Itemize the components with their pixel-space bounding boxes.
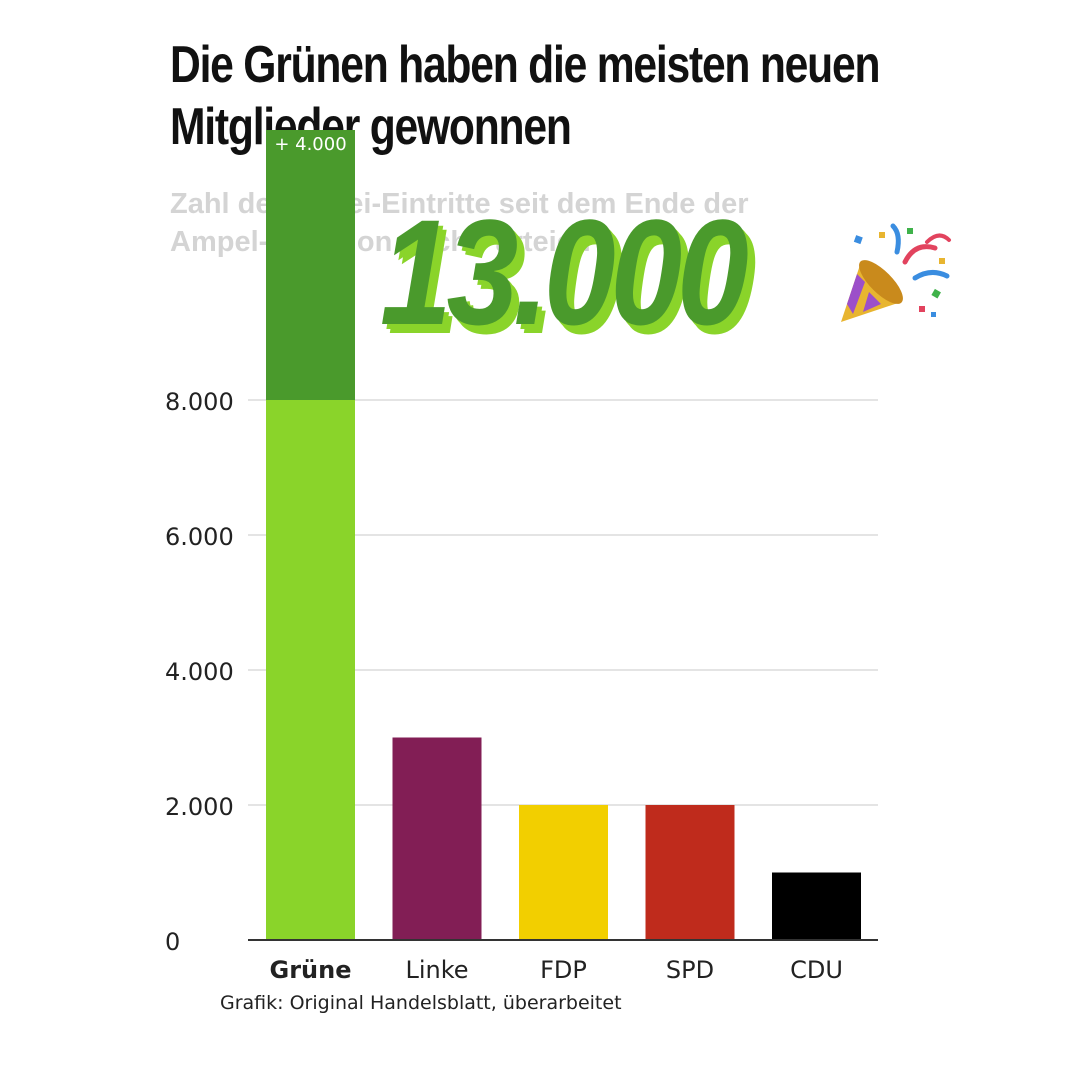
x-tick-label: FDP (540, 956, 587, 984)
chart-title-line: Die Grünen haben die meisten neuen (170, 36, 881, 94)
bar (772, 872, 861, 940)
y-tick-label: 6.000 (165, 523, 234, 551)
highlight-number: 13.000 (380, 188, 749, 356)
bar (645, 805, 735, 940)
source-note: Grafik: Original Handelsblatt, überarbei… (220, 992, 622, 1014)
chart-title: Die Grünen haben die meisten neuen Mitgl… (170, 34, 881, 158)
y-tick-label: 0 (165, 928, 180, 956)
bar (392, 737, 482, 940)
x-tick-label: CDU (790, 956, 843, 984)
chart-title-line: Mitglieder gewonnen (170, 98, 572, 156)
party-popper-icon (841, 223, 951, 322)
y-tick-label: 4.000 (165, 658, 234, 686)
x-tick-label: Grüne (270, 956, 352, 984)
x-tick-label: Linke (405, 956, 468, 984)
bar (519, 805, 608, 940)
bar (266, 400, 355, 940)
y-tick-label: 8.000 (165, 388, 234, 416)
chart-subtitle-line: Ampel-Koalition nach Parteien (170, 226, 591, 258)
bar-increment (266, 130, 355, 400)
data-label: + 4.000 (274, 134, 346, 155)
x-tick-label: SPD (666, 956, 714, 984)
y-tick-label: 2.000 (165, 793, 234, 821)
